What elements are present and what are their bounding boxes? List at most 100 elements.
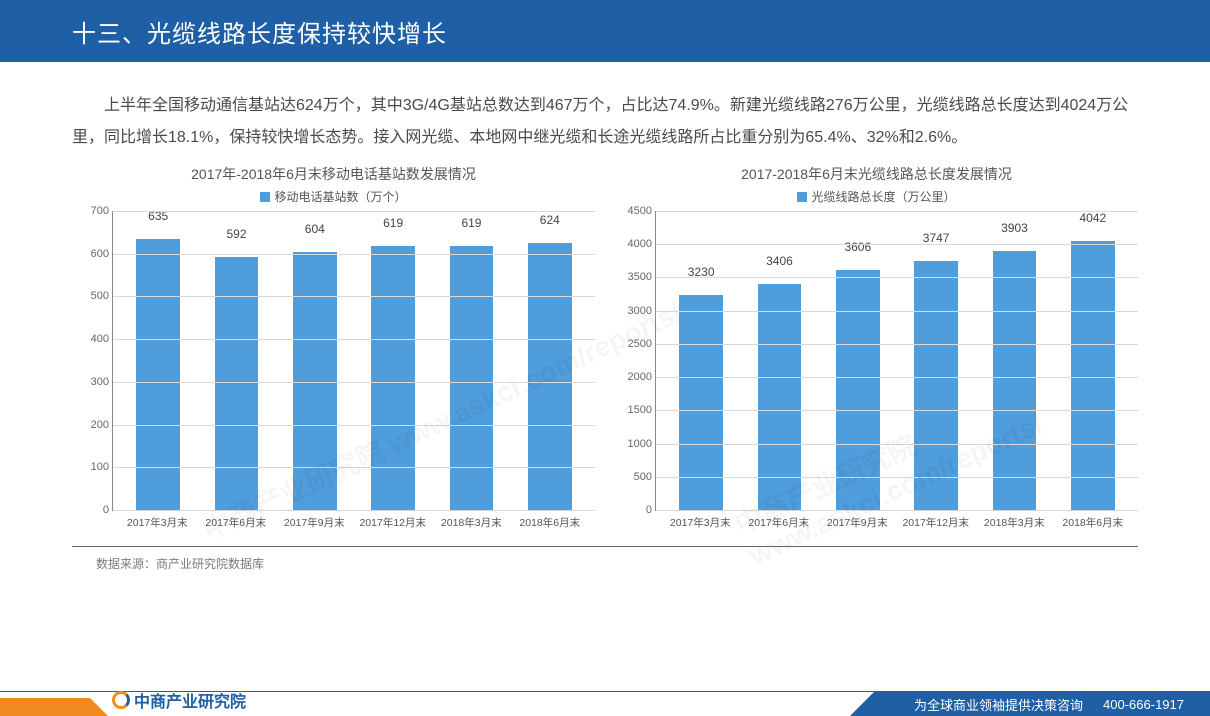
y-axis-tick: 3000 (616, 305, 652, 317)
legend-swatch-icon (797, 192, 807, 202)
grid-line (656, 244, 1138, 245)
chart-left-plot: 635592604619619624 010020030040050060070… (112, 211, 595, 511)
bar-slot: 3406 (740, 211, 818, 510)
footer-tagline: 为全球商业领袖提供决策咨询 (914, 695, 1083, 714)
grid-line (113, 425, 595, 426)
x-axis-label: 2018年3月末 (975, 515, 1054, 530)
bar (993, 251, 1037, 510)
bar-value-label: 4042 (1079, 211, 1106, 225)
bar-value-label: 619 (461, 216, 481, 230)
x-axis-label: 2018年6月末 (511, 515, 590, 530)
bar-value-label: 3747 (923, 231, 950, 245)
y-axis-tick: 500 (616, 471, 652, 483)
chart-left-legend: 移动电话基站数（万个） (72, 188, 595, 205)
bar (371, 246, 415, 510)
footer-phone: 400-666-1917 (1103, 697, 1184, 712)
bar-slot: 624 (511, 211, 589, 510)
y-axis-tick: 3500 (616, 271, 652, 283)
y-axis-tick: 400 (73, 333, 109, 345)
y-axis-tick: 200 (73, 419, 109, 431)
description-paragraph: 上半年全国移动通信基站达624万个，其中3G/4G基站总数达到467万个，占比达… (0, 62, 1210, 164)
y-axis-tick: 100 (73, 461, 109, 473)
grid-line (656, 311, 1138, 312)
y-axis-tick: 4500 (616, 205, 652, 217)
footer-logo: 中商产业研究院 (112, 688, 246, 712)
y-axis-tick: 4000 (616, 238, 652, 250)
x-axis-label: 2017年12月末 (354, 515, 433, 530)
x-axis-label: 2017年6月末 (740, 515, 819, 530)
x-axis-label: 2017年9月末 (818, 515, 897, 530)
header-bar: 十三、光缆线路长度保持较快增长 (0, 0, 1210, 62)
data-source: 数据来源：商产业研究院数据库 (72, 546, 1138, 572)
x-axis-label: 2018年3月末 (432, 515, 511, 530)
grid-line (113, 339, 595, 340)
bar-value-label: 592 (226, 227, 246, 241)
y-axis-tick: 300 (73, 376, 109, 388)
bar-slot: 3747 (897, 211, 975, 510)
y-axis-tick: 500 (73, 290, 109, 302)
y-axis-tick: 1500 (616, 404, 652, 416)
bar (679, 295, 723, 510)
legend-swatch-icon (260, 192, 270, 202)
grid-line (656, 377, 1138, 378)
footer-logo-text: 中商产业研究院 (134, 688, 246, 712)
y-axis-tick: 2000 (616, 371, 652, 383)
source-prefix: 数据来源： (96, 557, 156, 571)
bar-slot: 3606 (819, 211, 897, 510)
footer-accent-shape (0, 698, 90, 716)
charts-container: 2017年-2018年6月末移动电话基站数发展情况 移动电话基站数（万个） 63… (0, 164, 1210, 530)
chart-right: 2017-2018年6月末光缆线路总长度发展情况 光缆线路总长度（万公里） 32… (615, 164, 1138, 530)
page-title: 十三、光缆线路长度保持较快增长 (72, 14, 447, 49)
logo-icon (112, 691, 130, 709)
footer-right-banner: 为全球商业领袖提供决策咨询 400-666-1917 (874, 692, 1210, 716)
grid-line (113, 467, 595, 468)
y-axis-tick: 700 (73, 205, 109, 217)
bar (914, 261, 958, 510)
grid-line (113, 211, 595, 212)
grid-line (656, 211, 1138, 212)
x-axis-label: 2017年9月末 (275, 515, 354, 530)
grid-line (113, 382, 595, 383)
chart-left: 2017年-2018年6月末移动电话基站数发展情况 移动电话基站数（万个） 63… (72, 164, 595, 530)
grid-line (656, 510, 1138, 511)
bar (1071, 241, 1115, 510)
bar-slot: 635 (119, 211, 197, 510)
x-axis-label: 2017年3月末 (118, 515, 197, 530)
bar-value-label: 604 (305, 222, 325, 236)
grid-line (656, 410, 1138, 411)
source-text: 商产业研究院数据库 (156, 557, 264, 571)
bar-value-label: 3406 (766, 254, 793, 268)
y-axis-tick: 2500 (616, 338, 652, 350)
chart-left-title: 2017年-2018年6月末移动电话基站数发展情况 (72, 164, 595, 184)
bar-slot: 592 (197, 211, 275, 510)
grid-line (113, 254, 595, 255)
bar (528, 243, 572, 510)
grid-line (656, 444, 1138, 445)
grid-line (656, 344, 1138, 345)
chart-right-legend: 光缆线路总长度（万公里） (615, 188, 1138, 205)
bar-slot: 4042 (1054, 211, 1132, 510)
y-axis-tick: 0 (73, 504, 109, 516)
y-axis-tick: 0 (616, 504, 652, 516)
bar-value-label: 3903 (1001, 221, 1028, 235)
bar-slot: 3230 (662, 211, 740, 510)
chart-right-plot: 323034063606374739034042 050010001500200… (655, 211, 1138, 511)
grid-line (656, 277, 1138, 278)
bar-value-label: 619 (383, 216, 403, 230)
x-axis-label: 2017年6月末 (197, 515, 276, 530)
x-axis-label: 2017年3月末 (661, 515, 740, 530)
bar (450, 246, 494, 510)
bar-slot: 604 (276, 211, 354, 510)
grid-line (656, 477, 1138, 478)
x-axis-label: 2018年6月末 (1054, 515, 1133, 530)
bar-value-label: 3606 (844, 240, 871, 254)
bar (836, 270, 880, 510)
grid-line (113, 296, 595, 297)
bar (136, 239, 180, 510)
chart-left-legend-label: 移动电话基站数（万个） (274, 190, 406, 204)
bar-slot: 619 (354, 211, 432, 510)
y-axis-tick: 1000 (616, 438, 652, 450)
chart-right-legend-label: 光缆线路总长度（万公里） (811, 190, 955, 204)
y-axis-tick: 600 (73, 248, 109, 260)
bar-slot: 619 (432, 211, 510, 510)
